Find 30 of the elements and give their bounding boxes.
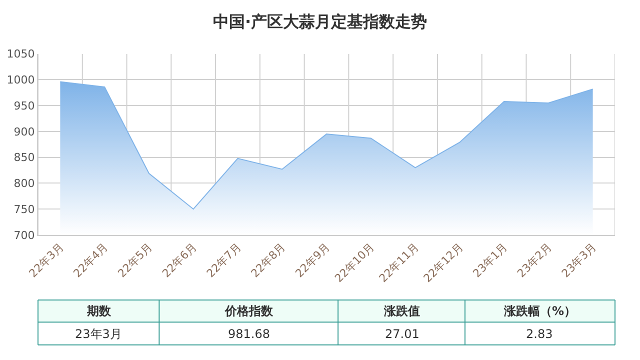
- text: 27.01: [385, 327, 420, 341]
- x-tick-label: 23年1月: [470, 240, 510, 280]
- x-tick-label: 22年9月: [292, 240, 333, 280]
- x-tick-label: 22年8月: [248, 240, 288, 280]
- x-tick-label: 22年10月: [332, 240, 377, 286]
- y-tick-label: 850: [14, 151, 35, 164]
- chart-title: 中国·产区大蒜月定基指数走势: [212, 12, 428, 32]
- x-tick-label: 22年4月: [70, 240, 111, 280]
- text: 涨跌值: [383, 304, 420, 318]
- text: 期数: [86, 304, 112, 318]
- y-tick-label: 900: [14, 125, 35, 138]
- x-tick-label: 23年3月: [559, 240, 599, 280]
- x-tick-label: 23年2月: [514, 240, 554, 280]
- y-tick-label: 1000: [6, 74, 35, 87]
- x-tick-label: 22年3月: [26, 240, 66, 280]
- text: 23年3月: [75, 327, 122, 341]
- x-tick-label: 22年7月: [204, 240, 244, 280]
- text: 2.83: [526, 327, 553, 341]
- text: 981.68: [228, 327, 270, 341]
- x-tick-label: 22年11月: [376, 240, 422, 286]
- text: 价格指数: [224, 304, 274, 318]
- y-tick-label: 750: [14, 202, 35, 216]
- y-tick-label: 700: [14, 228, 35, 242]
- text: 涨跌幅（%）: [503, 304, 576, 318]
- y-tick-label: 950: [14, 99, 35, 112]
- x-tick-label: 22年5月: [115, 240, 155, 280]
- x-tick-label: 22年6月: [160, 240, 200, 280]
- y-tick-label: 1050: [6, 48, 35, 61]
- y-tick-label: 800: [14, 177, 35, 190]
- x-tick-label: 22年12月: [421, 240, 466, 286]
